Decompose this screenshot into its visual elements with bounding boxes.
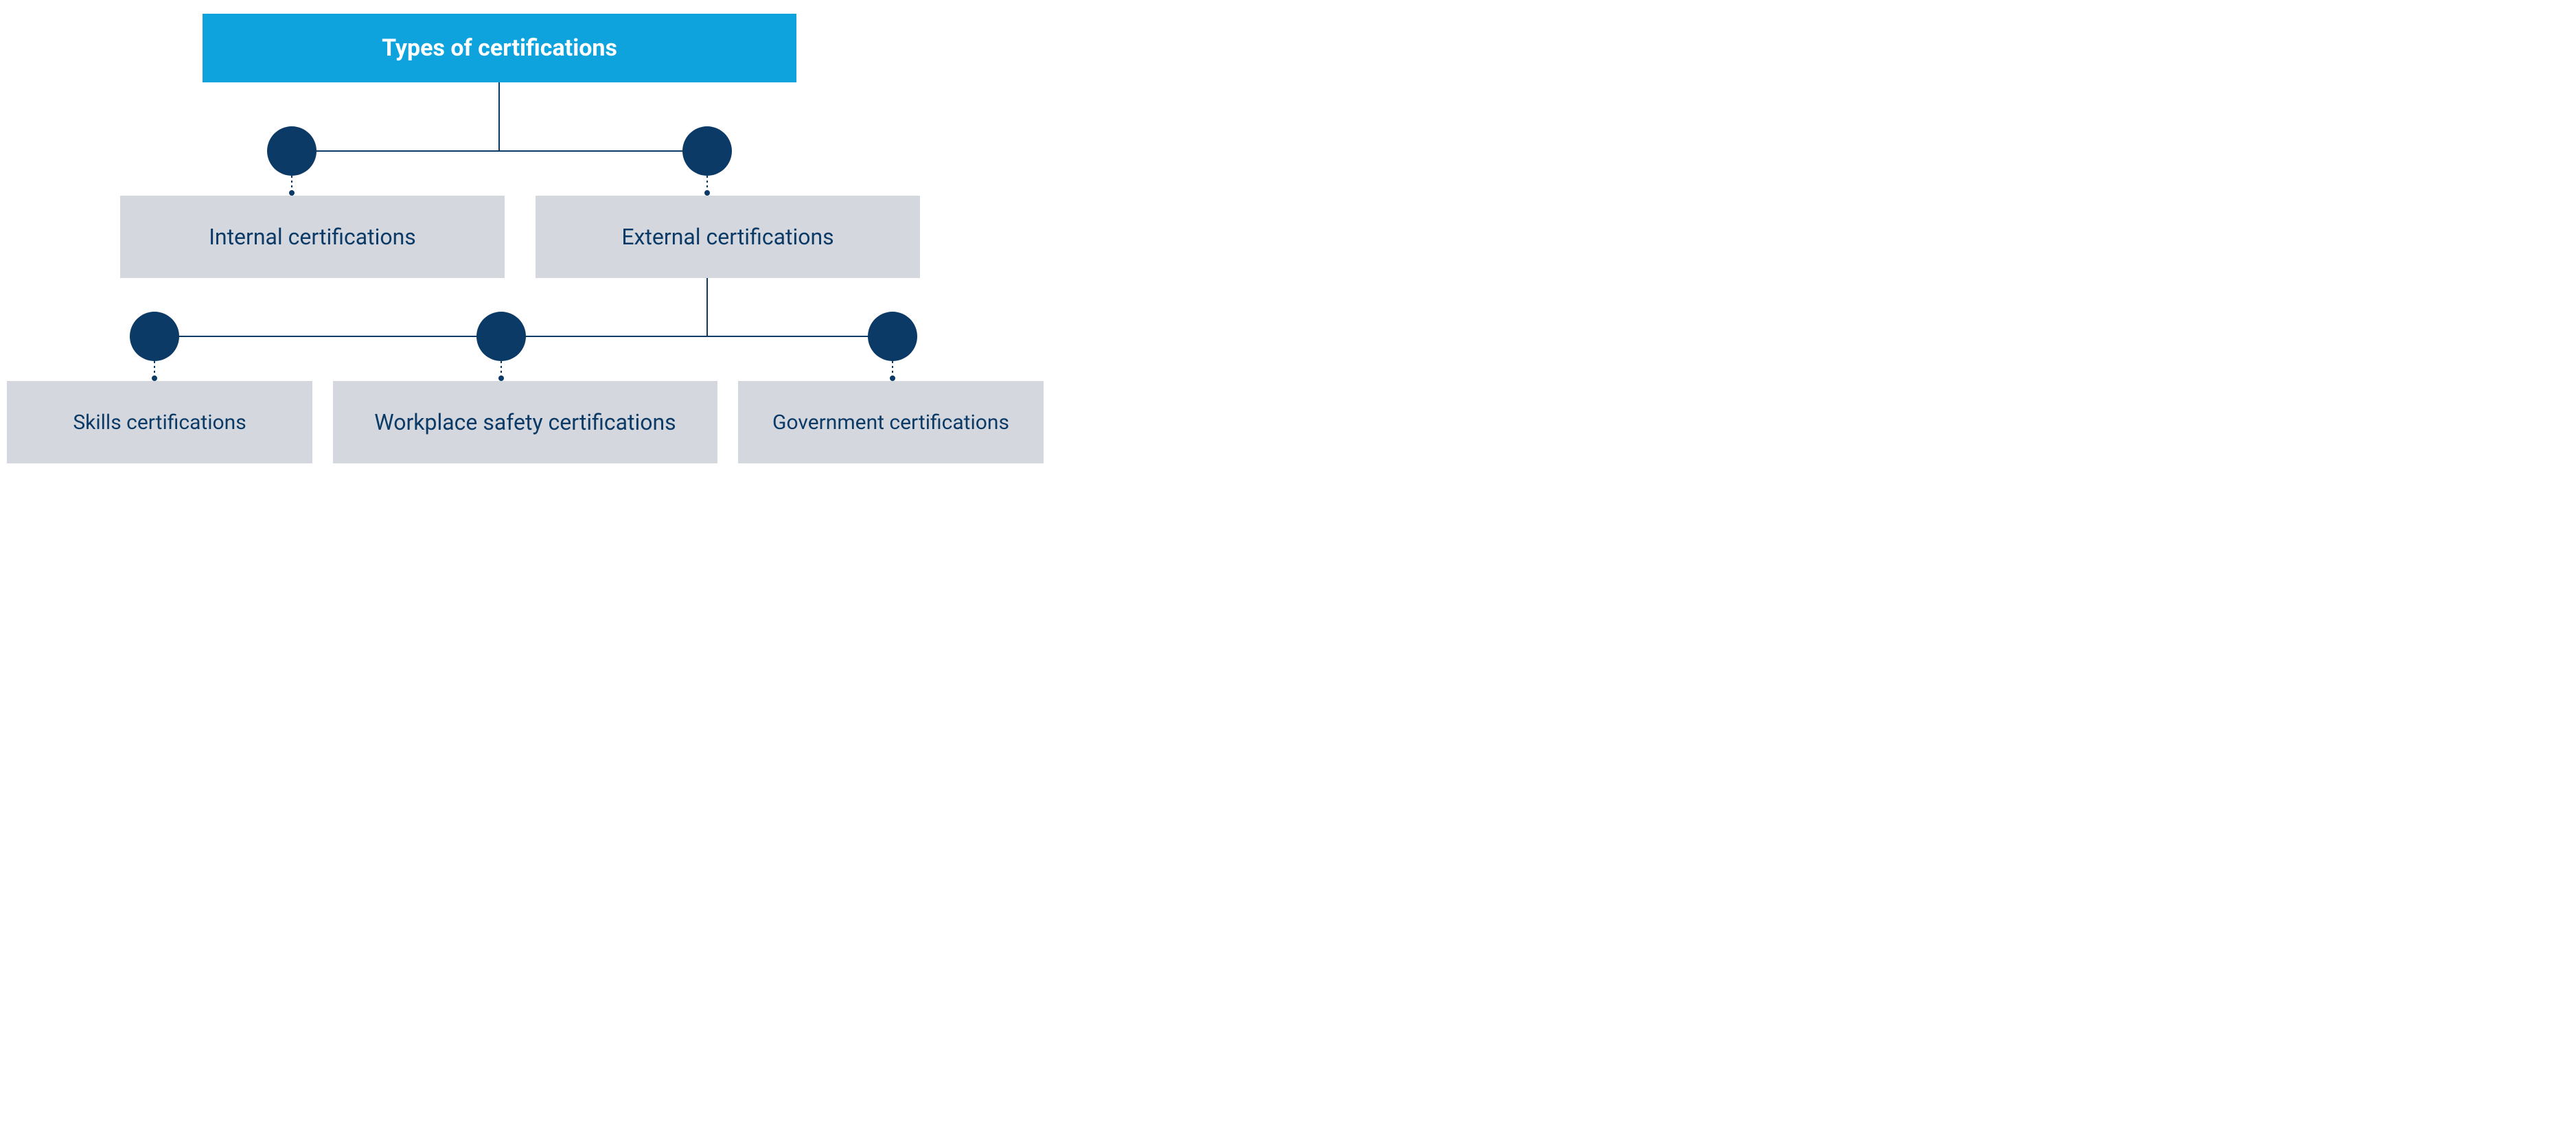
node-skills-certifications: Skills certifications xyxy=(7,381,312,463)
certifications-tree-diagram: Types of certifications Internal certifi… xyxy=(0,0,1057,469)
node-internal-certifications: Internal certifications xyxy=(120,196,505,278)
node-workplace-safety-certifications: Workplace safety certifications xyxy=(333,381,717,463)
node-external-certifications: External certifications xyxy=(536,196,920,278)
node-government-certifications: Government certifications xyxy=(738,381,1044,463)
root-node: Types of certifications xyxy=(203,14,796,82)
